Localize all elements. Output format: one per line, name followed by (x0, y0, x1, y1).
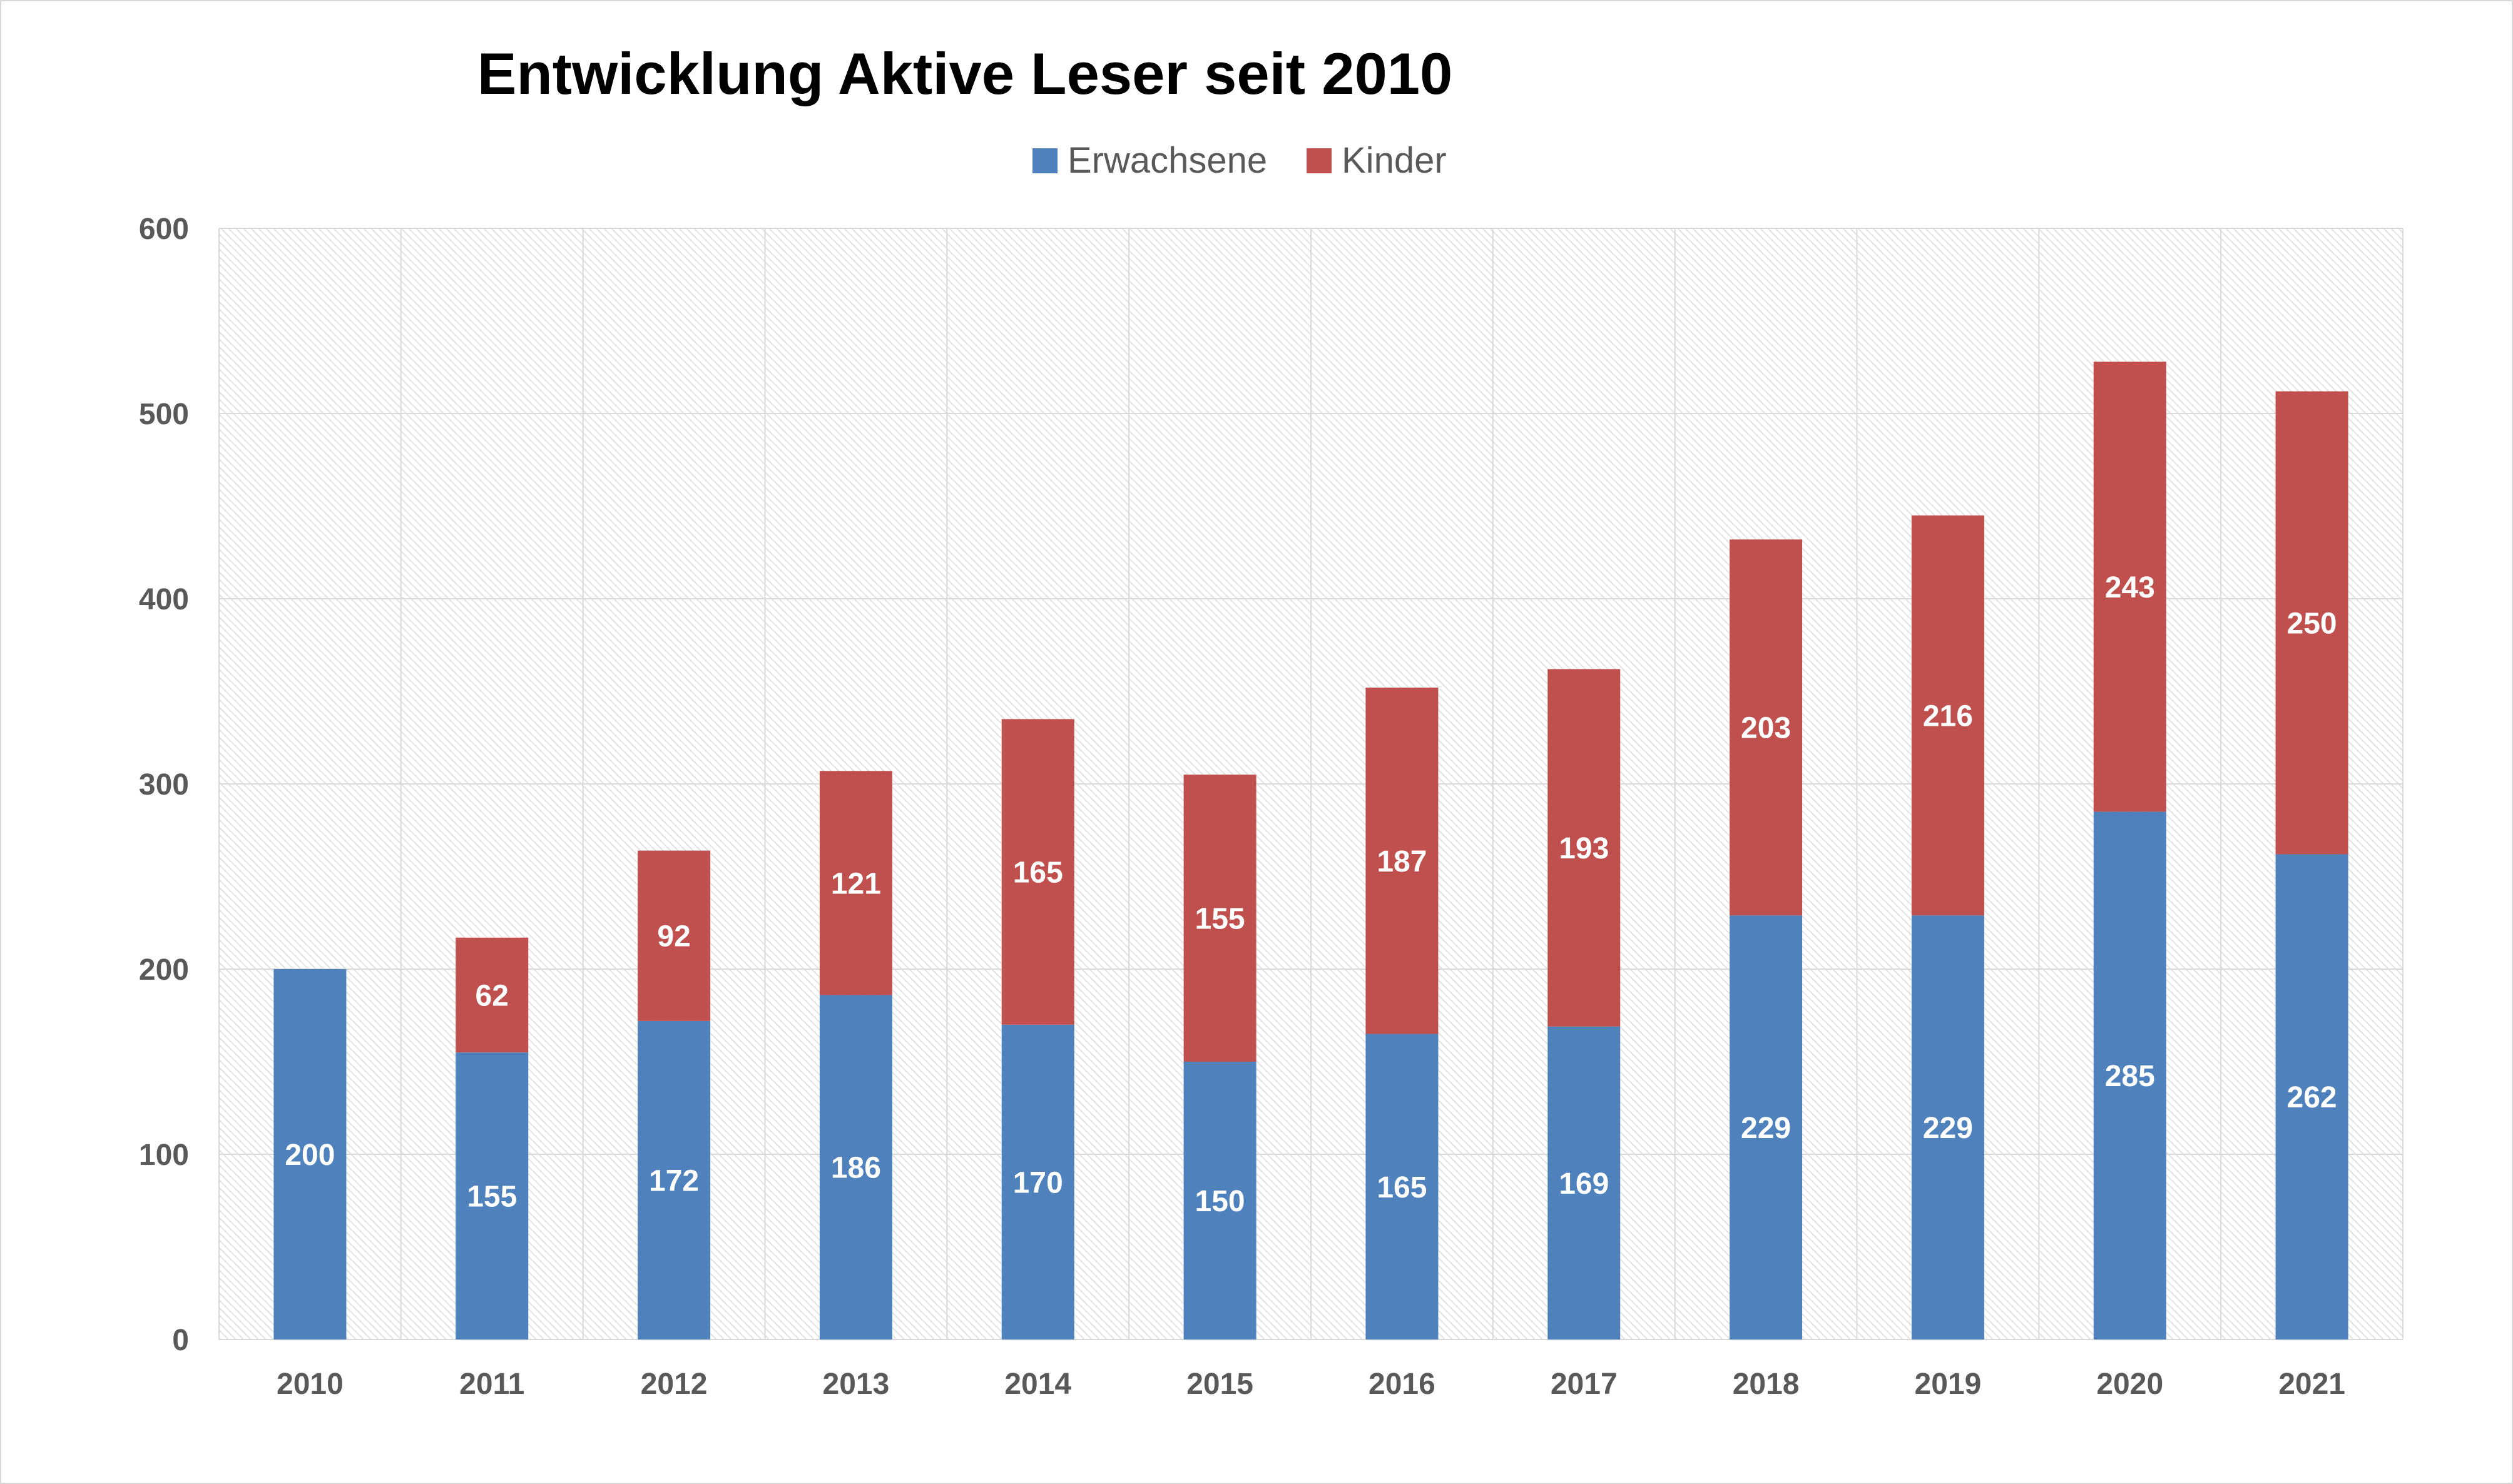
data-label-erwachsene-2019: 229 (1923, 1112, 1973, 1145)
x-tick-label: 2015 (1186, 1368, 1253, 1401)
bar-erwachsene-2021 (2275, 854, 2348, 1339)
x-tick-label: 2010 (277, 1368, 344, 1401)
y-tick-label: 100 (139, 1139, 189, 1172)
data-label-erwachsene-2018: 229 (1741, 1112, 1791, 1145)
data-label-kinder-2016: 187 (1377, 845, 1427, 878)
y-axis: 0 100 200 300 400 500 600 (139, 213, 189, 1357)
x-tick-label: 2019 (1915, 1368, 1982, 1401)
x-tick-label: 2012 (641, 1368, 708, 1401)
bar-kinder-2017 (1547, 669, 1621, 1027)
data-label-kinder-2021: 250 (2287, 607, 2337, 640)
y-tick-label: 500 (139, 398, 189, 431)
bar-erwachsene-2017 (1547, 1026, 1621, 1339)
data-label-erwachsene-2011: 155 (467, 1181, 517, 1214)
y-tick-label: 200 (139, 953, 189, 987)
y-tick-label: 300 (139, 768, 189, 801)
data-label-kinder-2020: 243 (2105, 571, 2155, 604)
bar-erwachsene-2020 (2093, 811, 2166, 1339)
bar-kinder-2016 (1365, 688, 1439, 1034)
data-label-erwachsene-2010: 200 (285, 1139, 335, 1172)
bar-erwachsene-2016 (1365, 1034, 1439, 1339)
legend-label-erwachsene: Erwachsene (1068, 140, 1267, 181)
data-label-kinder-2014: 165 (1013, 856, 1063, 890)
data-label-erwachsene-2014: 170 (1013, 1166, 1063, 1199)
data-label-erwachsene-2015: 150 (1195, 1185, 1245, 1218)
x-tick-label: 2011 (459, 1368, 524, 1401)
data-label-erwachsene-2020: 285 (2105, 1060, 2155, 1093)
data-label-erwachsene-2012: 172 (649, 1164, 699, 1197)
x-tick-label: 2014 (1004, 1368, 1071, 1401)
data-label-kinder-2017: 193 (1559, 832, 1609, 865)
legend: Erwachsene Kinder (1032, 140, 1447, 181)
data-label-erwachsene-2021: 262 (2287, 1081, 2337, 1114)
bar-kinder-2015 (1183, 775, 1256, 1062)
bar-erwachsene-2014 (1001, 1024, 1074, 1339)
bar-kinder-2018 (1730, 539, 1803, 916)
data-label-erwachsene-2013: 186 (831, 1152, 881, 1185)
data-label-kinder-2011: 62 (476, 979, 509, 1012)
bar-kinder-2013 (819, 771, 892, 995)
data-label-kinder-2013: 121 (831, 867, 881, 900)
x-axis: 2010 2011 2012 2013 2014 2015 2016 2017 2018 2019… (277, 1368, 2345, 1401)
bar-kinder-2012 (638, 850, 711, 1021)
bar-kinder-2011 (456, 937, 529, 1053)
bars: 200 155 62 172 92 186 121 170 165 150 155 165 187 169… (273, 362, 2348, 1339)
bar-kinder-2020 (2093, 362, 2166, 812)
bar-kinder-2021 (2275, 391, 2348, 855)
y-tick-label: 400 (139, 583, 189, 616)
bar-erwachsene-2011 (456, 1052, 529, 1339)
legend-swatch-erwachsene (1032, 148, 1058, 173)
chart-title: Entwicklung Aktive Leser seit 2010 (477, 41, 1453, 106)
bar-kinder-2014 (1001, 719, 1074, 1025)
bar-erwachsene-2010 (273, 969, 347, 1339)
bar-kinder-2019 (1911, 515, 1984, 916)
legend-swatch-kinder (1307, 148, 1332, 173)
gridlines (218, 228, 2403, 1340)
y-tick-label: 600 (139, 213, 189, 246)
data-label-kinder-2015: 155 (1195, 903, 1245, 936)
x-tick-label: 2017 (1551, 1368, 1618, 1401)
x-tick-label: 2021 (2278, 1368, 2345, 1401)
data-label-kinder-2012: 92 (657, 920, 690, 953)
x-tick-label: 2020 (2096, 1368, 2163, 1401)
data-label-erwachsene-2016: 165 (1377, 1171, 1427, 1204)
legend-label-kinder: Kinder (1342, 140, 1447, 181)
x-tick-label: 2013 (823, 1368, 890, 1401)
bar-erwachsene-2019 (1911, 915, 1984, 1339)
data-label-kinder-2018: 203 (1741, 712, 1791, 745)
x-tick-label: 2018 (1733, 1368, 1800, 1401)
bar-erwachsene-2013 (819, 995, 892, 1339)
bar-erwachsene-2018 (1730, 915, 1803, 1339)
bar-erwachsene-2012 (638, 1020, 711, 1339)
data-label-kinder-2019: 216 (1923, 699, 1973, 733)
y-tick-label: 0 (172, 1324, 189, 1357)
x-tick-label: 2016 (1369, 1368, 1435, 1401)
bar-erwachsene-2015 (1183, 1062, 1256, 1339)
data-label-erwachsene-2017: 169 (1559, 1167, 1609, 1201)
